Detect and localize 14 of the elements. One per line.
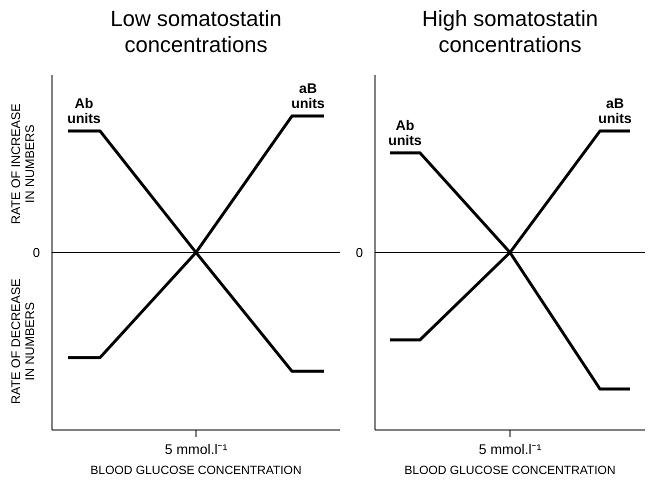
chart-title: Low somatostatin concentrations <box>110 6 282 57</box>
series-label: Ab units <box>67 94 101 126</box>
y-axis-title: RATE OF INCREASE IN NUMBERS <box>9 103 37 224</box>
x-axis-title: BLOOD GLUCOSE CONCENTRATION <box>90 463 302 477</box>
chart-title: High somatostatin concentrations <box>422 6 598 57</box>
text: 5 mmol.l⁻¹ <box>478 441 542 457</box>
series-label: Ab units <box>388 116 422 148</box>
ref-line-label: 0 <box>356 245 363 260</box>
series-label: aB units <box>291 80 325 111</box>
series-label: aB units <box>598 94 632 126</box>
ref-line-label: 0 <box>32 245 40 260</box>
x-axis-title: BLOOD GLUCOSE CONCENTRATION <box>404 463 616 477</box>
text: RATE OF DECREASE IN NUMBERS <box>9 278 37 404</box>
text: 5 mmol.l⁻¹ <box>164 441 228 457</box>
